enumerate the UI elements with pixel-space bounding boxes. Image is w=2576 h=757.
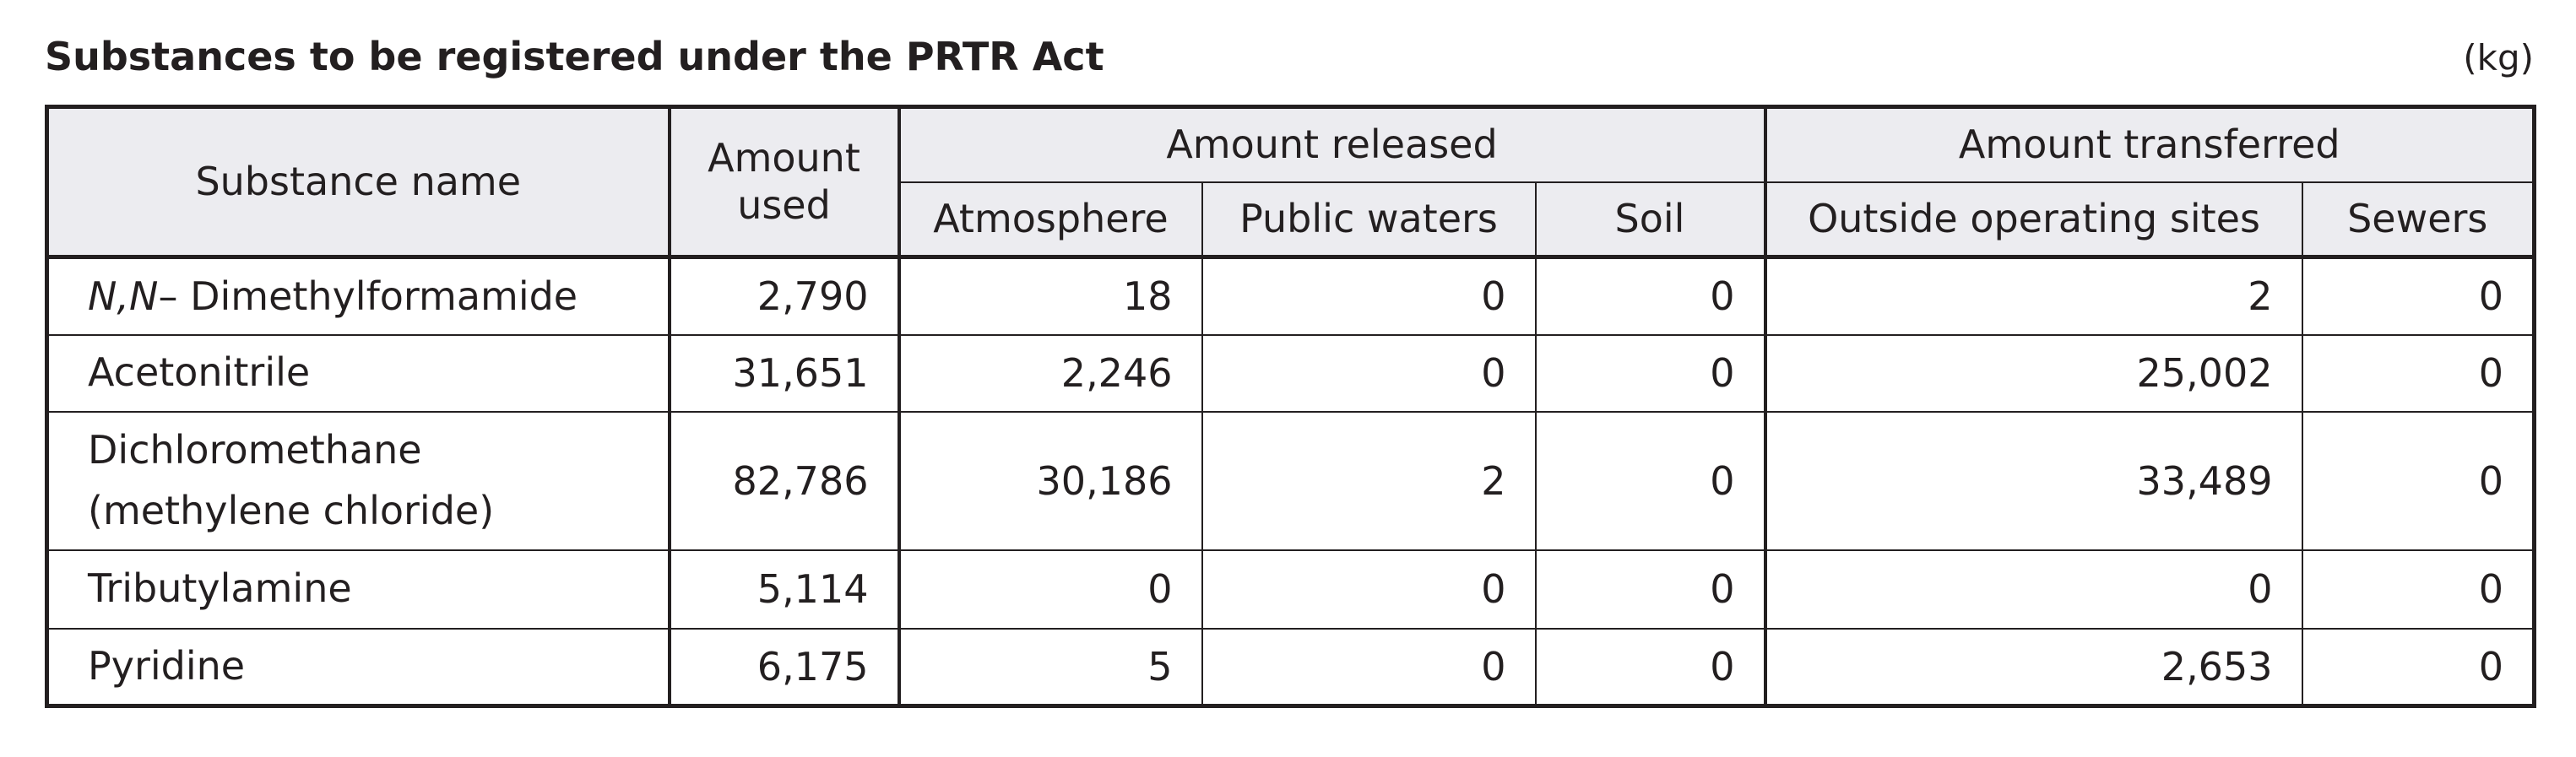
substance-name: Dichloromethane (methylene chloride)	[46, 410, 671, 551]
value-cell: 30,186	[898, 410, 1203, 551]
value-cell: 0	[2301, 627, 2535, 707]
value-cell: 6,175	[668, 627, 901, 707]
header-cell: Atmosphere	[898, 181, 1203, 259]
value-cell: 31,651	[668, 333, 901, 413]
value-cell: 0	[1201, 333, 1537, 413]
value-cell: 82,786	[668, 410, 901, 551]
prtr-table: Substance name Amount used Amount releas…	[45, 105, 2536, 708]
substance-name: Acetonitrile	[46, 333, 671, 413]
value-cell: 0	[898, 549, 1203, 630]
value-cell: 0	[2301, 256, 2535, 336]
table-row: Dichloromethane (methylene chloride) 82,7…	[46, 410, 2535, 551]
value-cell: 0	[2301, 410, 2535, 551]
table-row: Acetonitrile 31,651 2,246 0 0 25,002 0	[46, 333, 2535, 413]
header-cell: Soil	[1534, 181, 1767, 259]
value-cell: 0	[2301, 333, 2535, 413]
value-cell: 2,653	[1764, 627, 2303, 707]
value-cell: 2,246	[898, 333, 1203, 413]
name-italic: N,N	[88, 273, 159, 319]
header-cell: Substance name	[46, 105, 671, 259]
value-cell: 0	[1534, 627, 1767, 707]
value-cell: 0	[1764, 549, 2303, 630]
value-cell: 5	[898, 627, 1203, 707]
value-cell: 2,790	[668, 256, 901, 336]
value-cell: 18	[898, 256, 1203, 336]
table-row: Pyridine 6,175 5 0 0 2,653 0	[46, 627, 2535, 707]
table-row: Tributylamine 5,114 0 0 0 0 0	[46, 549, 2535, 630]
value-cell: 5,114	[668, 549, 901, 630]
header-cell: Sewers	[2301, 181, 2535, 259]
table-body: N,N– Dimethylformamide 2,790 18 0 0 2 0 Acetoni…	[46, 256, 2535, 707]
value-cell: 0	[1201, 256, 1537, 336]
substance-name: N,N– Dimethylformamide	[46, 256, 671, 336]
header-cell: Outside operating sites	[1764, 181, 2303, 259]
value-cell: 33,489	[1764, 410, 2303, 551]
value-cell: 0	[1534, 549, 1767, 630]
header-cell: Amount transferred	[1764, 105, 2535, 183]
table-title: Substances to be registered under the PR…	[45, 34, 1104, 79]
unit-label: (kg)	[2463, 37, 2534, 78]
value-cell: 2	[1201, 410, 1537, 551]
header-cell: Amount used	[668, 105, 901, 259]
value-cell: 0	[1534, 410, 1767, 551]
value-cell: 0	[1534, 256, 1767, 336]
value-cell: 0	[1534, 333, 1767, 413]
name-text: – Dimethylformamide	[158, 273, 578, 319]
value-cell: 25,002	[1764, 333, 2303, 413]
header-cell: Public waters	[1201, 181, 1537, 259]
value-cell: 0	[2301, 549, 2535, 630]
table-row: N,N– Dimethylformamide 2,790 18 0 0 2 0	[46, 256, 2535, 336]
header-cell: Amount released	[898, 105, 1767, 183]
value-cell: 0	[1201, 549, 1537, 630]
substance-name: Pyridine	[46, 627, 671, 707]
substance-name: Tributylamine	[46, 549, 671, 630]
value-cell: 0	[1201, 627, 1537, 707]
value-cell: 2	[1764, 256, 2303, 336]
